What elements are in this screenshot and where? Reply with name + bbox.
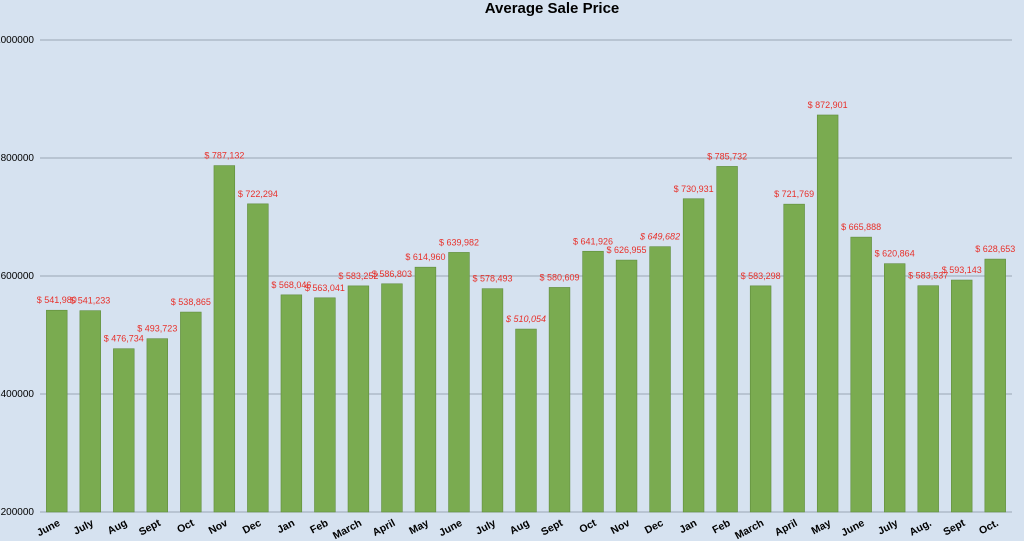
data-label: $ 614,960 <box>405 252 445 262</box>
bar <box>448 252 470 513</box>
x-tick-label: June <box>437 517 464 539</box>
data-label: $ 649,682 <box>639 232 680 242</box>
data-label: $ 593,143 <box>942 265 982 275</box>
bar <box>247 203 269 513</box>
data-label: $ 872,901 <box>808 100 848 110</box>
data-label: $ 628,653 <box>975 244 1015 254</box>
data-label: $ 578,493 <box>472 274 512 284</box>
bar <box>381 283 403 513</box>
y-tick-label: 600000 <box>1 271 35 282</box>
x-tick-label: July <box>876 517 900 538</box>
x-tick-label: Sept <box>941 517 967 539</box>
data-label: $ 583,298 <box>741 271 781 281</box>
y-axis-ticks: 200000 400000 600000 800000 1000000 <box>0 35 34 518</box>
data-label: $ 580,609 <box>539 272 579 282</box>
data-label: $ 787,132 <box>204 151 244 161</box>
x-tick-label: Feb <box>308 517 330 536</box>
bar <box>615 259 638 513</box>
bar <box>280 294 303 513</box>
x-tick-label: March <box>733 517 766 541</box>
x-tick-label: July <box>71 517 95 538</box>
x-tick-label: Nov <box>207 517 230 537</box>
x-tick-label: Dec <box>241 517 264 537</box>
bar <box>146 338 169 513</box>
data-label: $ 541,980 <box>37 295 77 305</box>
bars <box>46 114 1006 513</box>
bar <box>548 287 571 513</box>
x-tick-label: Aug <box>106 517 130 537</box>
data-label: $ 583,537 <box>908 271 948 281</box>
x-tick-label: Nov <box>609 517 632 537</box>
data-label: $ 639,982 <box>439 237 479 247</box>
y-tick-label: 800000 <box>1 153 35 164</box>
x-tick-label: Jan <box>275 517 297 536</box>
bar <box>850 236 872 513</box>
bar <box>79 310 101 513</box>
bar <box>213 165 236 513</box>
bar <box>682 198 705 513</box>
bar <box>515 328 537 513</box>
x-tick-label: May <box>407 517 431 537</box>
x-tick-label: April <box>371 517 398 539</box>
x-tick-label: June <box>35 517 62 539</box>
data-label: $ 510,054 <box>505 314 546 324</box>
data-label: $ 721,769 <box>774 189 814 199</box>
x-axis-ticks: June July Aug Sept Oct Nov Dec Jan Feb March April… <box>35 517 1001 541</box>
bar <box>951 279 973 513</box>
data-label: $ 730,931 <box>674 184 714 194</box>
x-tick-label: Aug <box>508 517 532 537</box>
bar <box>113 348 135 513</box>
x-tick-label: Feb <box>710 517 732 536</box>
x-tick-label: April <box>773 517 800 539</box>
x-tick-label: July <box>474 517 498 538</box>
x-tick-label: June <box>839 517 866 539</box>
bar <box>649 246 671 513</box>
y-tick-label: 400000 <box>1 389 35 400</box>
bar <box>783 203 805 513</box>
bar <box>481 288 504 513</box>
x-tick-label: Sept <box>137 517 163 539</box>
data-label: $ 785,732 <box>707 151 747 161</box>
bar <box>917 285 939 513</box>
data-label: $ 586,803 <box>372 269 412 279</box>
bar <box>816 114 839 513</box>
data-label: $ 626,955 <box>607 245 647 255</box>
data-label: $ 493,723 <box>137 324 177 334</box>
x-tick-label: March <box>331 517 364 541</box>
gridlines <box>40 39 1012 513</box>
data-label: $ 722,294 <box>238 189 278 199</box>
data-label: $ 541,233 <box>70 296 110 306</box>
x-tick-label: Aug. <box>907 517 933 539</box>
data-label: $ 538,865 <box>171 297 211 307</box>
bar <box>984 258 1006 513</box>
bar <box>883 263 906 513</box>
chart-title: Average Sale Price <box>485 0 620 17</box>
bar <box>347 285 370 513</box>
x-tick-label: Oct <box>577 517 599 536</box>
data-label: $ 583,252 <box>338 271 378 281</box>
y-tick-label: 200000 <box>1 507 35 518</box>
x-tick-label: Oct <box>175 517 197 536</box>
data-label: $ 568,046 <box>271 280 311 290</box>
bar <box>180 311 202 513</box>
bar <box>414 266 437 513</box>
data-label: $ 563,041 <box>305 283 345 293</box>
bar <box>716 166 738 513</box>
x-tick-label: Oct. <box>977 517 1001 537</box>
bar <box>582 250 604 513</box>
data-labels: $ 541,980$ 541,233 $ 476,734$ 493,723 $ 53… <box>37 100 1016 344</box>
x-tick-label: May <box>809 517 833 537</box>
data-label: $ 476,734 <box>104 334 144 344</box>
bar <box>749 285 772 513</box>
data-label: $ 665,888 <box>841 222 881 232</box>
data-label: $ 641,926 <box>573 236 613 246</box>
x-tick-label: Sept <box>539 517 565 539</box>
y-tick-label: 1000000 <box>0 35 34 46</box>
x-tick-label: Jan <box>677 517 699 536</box>
bar <box>314 297 336 513</box>
data-label: $ 620,864 <box>875 249 915 259</box>
bar <box>46 309 68 513</box>
x-tick-label: Dec <box>643 517 666 537</box>
